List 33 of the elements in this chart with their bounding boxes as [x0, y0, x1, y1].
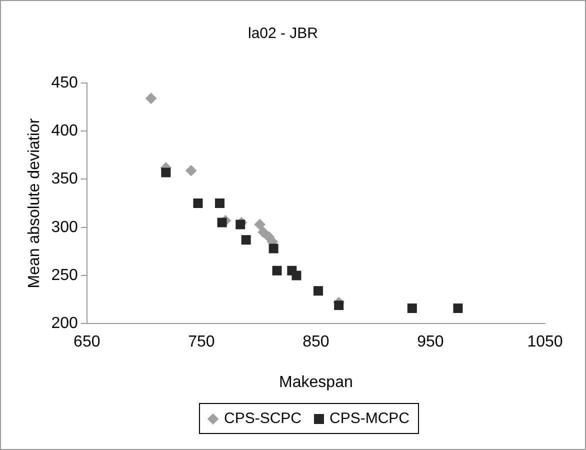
point [407, 303, 417, 313]
legend-label: CPS-MCPC [330, 410, 410, 427]
y-tick-label: 350 [51, 170, 78, 188]
point [236, 220, 246, 230]
point [292, 270, 302, 280]
x-tick-label: 1050 [527, 334, 563, 351]
point [186, 165, 197, 176]
point [313, 286, 323, 296]
point [254, 218, 266, 230]
y-tick-label: 400 [51, 122, 78, 140]
x-tick-label: 850 [302, 334, 330, 351]
point [453, 303, 463, 313]
y-tick-label: 250 [51, 266, 78, 284]
y-tick-label: 300 [51, 218, 78, 236]
y-tick-label: 200 [51, 315, 78, 332]
point [334, 300, 344, 310]
point [161, 168, 171, 178]
x-axis-title: Makespan [279, 374, 353, 391]
point [146, 92, 157, 104]
y-tick-label: 450 [51, 74, 78, 92]
point [215, 198, 224, 208]
point [193, 198, 203, 208]
point [268, 244, 278, 254]
chart-title: la02 - JBR [248, 25, 318, 42]
point [241, 235, 251, 245]
x-tick-label: 650 [74, 334, 100, 351]
x-tick-label: 950 [417, 334, 444, 351]
point [217, 218, 227, 228]
point [258, 226, 269, 238]
point [272, 266, 282, 276]
y-axis-title: Mean absolute deviatior [26, 118, 44, 288]
x-tick-label: 750 [188, 334, 215, 351]
legend-label: CPS-SCPC [224, 410, 302, 427]
